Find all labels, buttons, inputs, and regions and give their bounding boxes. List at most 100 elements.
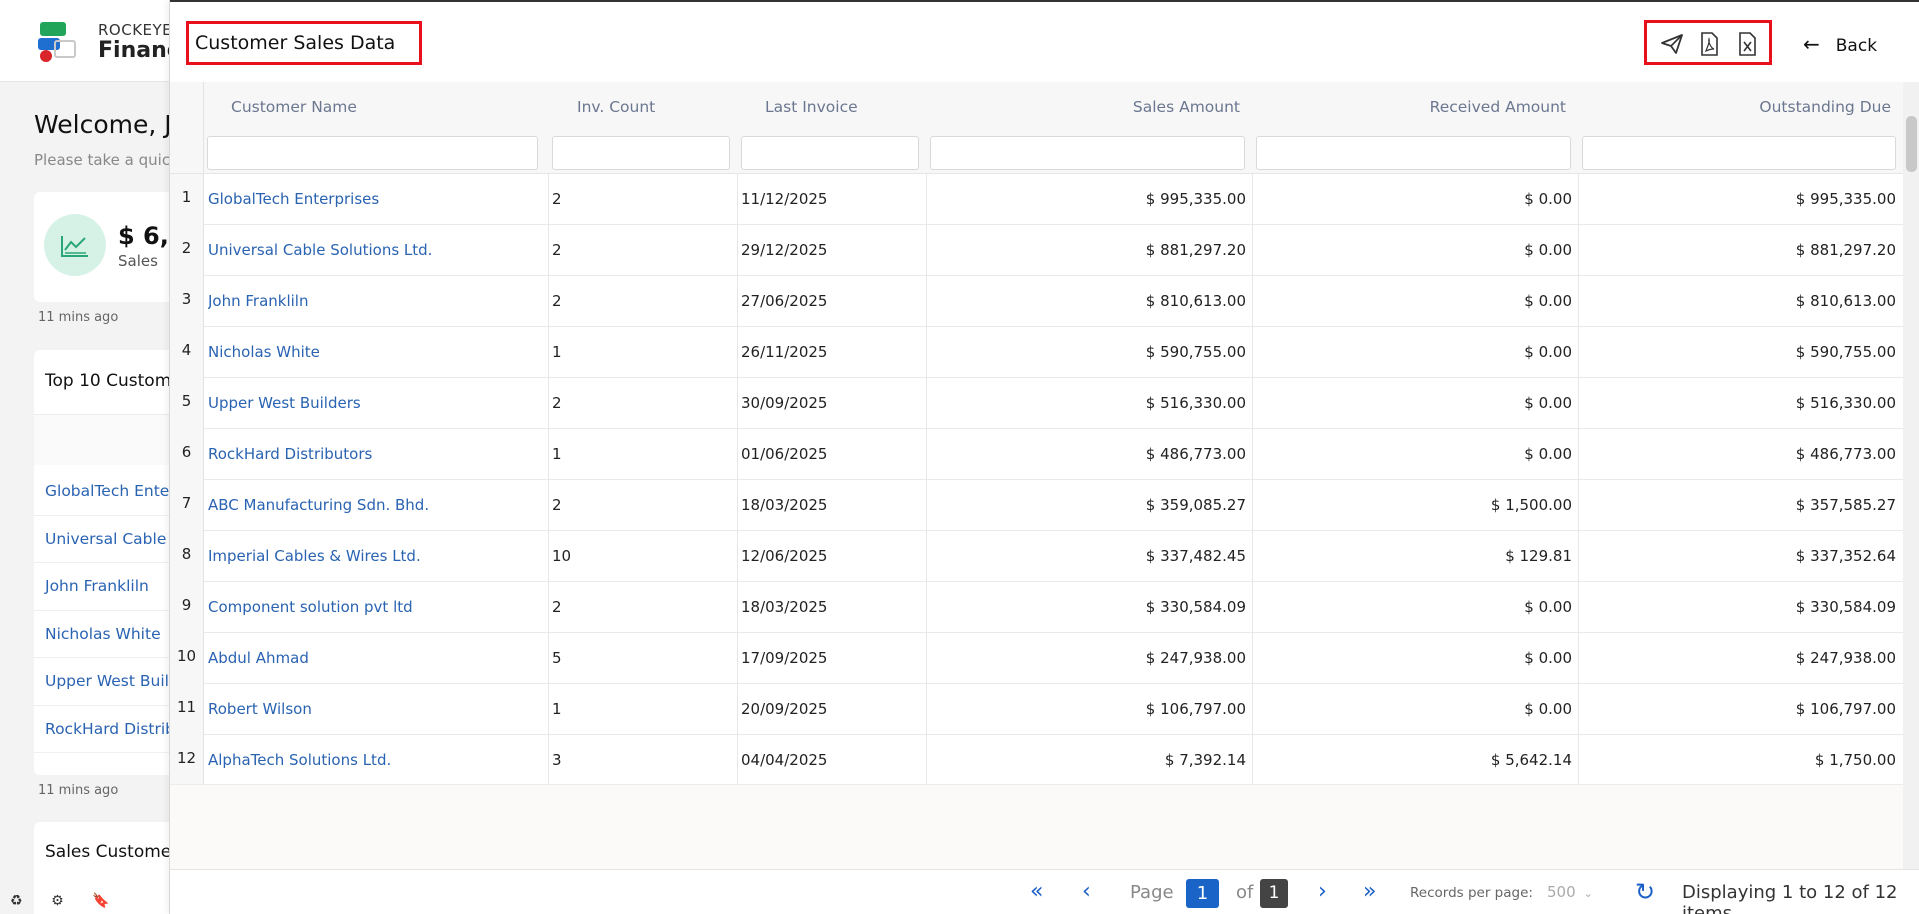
- table-row[interactable]: 9 Component solution pvt ltd 2 18/03/202…: [170, 582, 1903, 633]
- row-number: 10: [170, 633, 204, 684]
- last-invoice: 11/12/2025: [741, 190, 828, 208]
- sales-amount: $ 330,584.09: [1145, 598, 1246, 616]
- top-customer-item[interactable]: Upper West Build: [34, 658, 234, 706]
- customer-name-link[interactable]: John Frankliln: [208, 292, 309, 310]
- table-row[interactable]: 4 Nicholas White 1 26/11/2025 $ 590,755.…: [170, 327, 1903, 378]
- filter-sales-amount[interactable]: [930, 136, 1245, 170]
- top-customer-item[interactable]: Nicholas White: [34, 611, 234, 658]
- updated-time: 11 mins ago: [38, 310, 119, 325]
- table-row[interactable]: 11 Robert Wilson 1 20/09/2025 $ 106,797.…: [170, 684, 1903, 735]
- customer-sales-panel: Customer Sales Data ← Back Customer Name: [169, 0, 1919, 914]
- customer-name-link[interactable]: Nicholas White: [208, 343, 320, 361]
- recycle-icon[interactable]: ♻: [10, 893, 23, 909]
- received-amount: $ 0.00: [1524, 394, 1572, 412]
- sales-amount: $ 486,773.00: [1145, 445, 1246, 463]
- table-row[interactable]: 3 John Frankliln 2 27/06/2025 $ 810,613.…: [170, 276, 1903, 327]
- customer-name-link[interactable]: Robert Wilson: [208, 700, 312, 718]
- outstanding-due: $ 106,797.00: [1795, 700, 1896, 718]
- customer-name-link[interactable]: Abdul Ahmad: [208, 649, 309, 667]
- table-header: Customer Name Inv. Count Last Invoice Sa…: [170, 82, 1903, 174]
- back-label: Back: [1835, 36, 1878, 56]
- current-page-input[interactable]: 1: [1186, 879, 1219, 908]
- outstanding-due: $ 881,297.20: [1795, 241, 1896, 259]
- top-customer-item[interactable]: RockHard Distribu: [34, 706, 234, 753]
- customer-name-link[interactable]: RockHard Distributors: [208, 445, 373, 463]
- col-received-amount[interactable]: Received Amount: [1252, 82, 1578, 174]
- col-outstanding-due[interactable]: Outstanding Due: [1578, 82, 1903, 174]
- customer-name-link[interactable]: AlphaTech Solutions Ltd.: [208, 751, 392, 769]
- arrow-left-icon: ←: [1803, 32, 1820, 56]
- back-button[interactable]: ← Back: [1803, 30, 1877, 58]
- row-number: 7: [170, 480, 204, 531]
- table-row[interactable]: 2 Universal Cable Solutions Ltd. 2 29/12…: [170, 225, 1903, 276]
- first-page-icon[interactable]: «: [1030, 879, 1044, 904]
- received-amount: $ 0.00: [1524, 292, 1572, 310]
- sales-amount: $ 247,938.00: [1145, 649, 1246, 667]
- inv-count: 1: [552, 343, 562, 361]
- table-row[interactable]: 1 GlobalTech Enterprises 2 11/12/2025 $ …: [170, 174, 1903, 225]
- table-row[interactable]: 5 Upper West Builders 2 30/09/2025 $ 516…: [170, 378, 1903, 429]
- pdf-icon[interactable]: [1696, 31, 1722, 57]
- received-amount: $ 0.00: [1524, 598, 1572, 616]
- col-customer-name-title: Customer Name: [231, 98, 357, 116]
- welcome-subtitle: Please take a quick: [34, 151, 179, 169]
- col-customer-name[interactable]: Customer Name: [204, 82, 548, 174]
- send-icon[interactable]: [1659, 31, 1685, 57]
- row-number: 5: [170, 378, 204, 429]
- records-per-page-label: Records per page:: [1410, 885, 1533, 901]
- received-amount: $ 0.00: [1524, 190, 1572, 208]
- outstanding-due: $ 590,755.00: [1795, 343, 1896, 361]
- filter-outstanding-due[interactable]: [1582, 136, 1896, 170]
- last-page-icon[interactable]: »: [1363, 879, 1377, 904]
- column-divider: [548, 174, 549, 786]
- inv-count: 2: [552, 292, 562, 310]
- settings-icon[interactable]: ⚙: [51, 893, 64, 909]
- outstanding-due: $ 357,585.27: [1795, 496, 1896, 514]
- col-inv-count[interactable]: Inv. Count: [548, 82, 737, 174]
- filter-received-amount[interactable]: [1256, 136, 1571, 170]
- top-customer-item[interactable]: Universal Cable S: [34, 516, 234, 563]
- table-row[interactable]: 12 AlphaTech Solutions Ltd. 3 04/04/2025…: [170, 735, 1903, 786]
- table-row[interactable]: 6 RockHard Distributors 1 01/06/2025 $ 4…: [170, 429, 1903, 480]
- table-row[interactable]: 8 Imperial Cables & Wires Ltd. 10 12/06/…: [170, 531, 1903, 582]
- col-sales-amount[interactable]: Sales Amount: [926, 82, 1252, 174]
- excel-icon[interactable]: [1734, 31, 1760, 57]
- bookmark-icon[interactable]: 🔖: [92, 893, 110, 909]
- received-amount: $ 0.00: [1524, 649, 1572, 667]
- table-row[interactable]: 10 Abdul Ahmad 5 17/09/2025 $ 247,938.00…: [170, 633, 1903, 684]
- row-number: 2: [170, 225, 204, 276]
- sales-amount: $ 881,297.20: [1145, 241, 1246, 259]
- company-logo: [38, 20, 78, 62]
- filter-customer-name[interactable]: [207, 136, 538, 170]
- last-invoice: 12/06/2025: [741, 547, 828, 565]
- customer-name-link[interactable]: Imperial Cables & Wires Ltd.: [208, 547, 421, 565]
- customer-name-link[interactable]: Universal Cable Solutions Ltd.: [208, 241, 433, 259]
- received-amount: $ 5,642.14: [1490, 751, 1572, 769]
- inv-count: 2: [552, 241, 562, 259]
- outstanding-due: $ 486,773.00: [1795, 445, 1896, 463]
- filter-inv-count[interactable]: [552, 136, 730, 170]
- vertical-scrollbar[interactable]: [1903, 82, 1919, 869]
- refresh-icon[interactable]: ↻: [1635, 878, 1656, 906]
- table-row[interactable]: 7 ABC Manufacturing Sdn. Bhd. 2 18/03/20…: [170, 480, 1903, 531]
- customer-name-link[interactable]: Upper West Builders: [208, 394, 361, 412]
- scrollbar-thumb[interactable]: [1906, 116, 1917, 172]
- updated-time: 11 mins ago: [38, 783, 119, 798]
- sales-amount: $ 995,335.00: [1145, 190, 1246, 208]
- col-received-amount-title: Received Amount: [1429, 98, 1566, 116]
- next-page-icon[interactable]: ›: [1318, 879, 1327, 904]
- row-number: 4: [170, 327, 204, 378]
- prev-page-icon[interactable]: ‹: [1082, 879, 1091, 904]
- outstanding-due: $ 1,750.00: [1814, 751, 1896, 769]
- customer-name-link[interactable]: ABC Manufacturing Sdn. Bhd.: [208, 496, 430, 514]
- customer-name-link[interactable]: Component solution pvt ltd: [208, 598, 413, 616]
- col-inv-count-title: Inv. Count: [577, 98, 656, 116]
- received-amount: $ 0.00: [1524, 241, 1572, 259]
- column-divider: [926, 174, 927, 786]
- top-customer-item[interactable]: GlobalTech Enter: [34, 468, 234, 516]
- records-per-page-select[interactable]: 500 ⌄: [1547, 883, 1593, 901]
- col-last-invoice[interactable]: Last Invoice: [737, 82, 926, 174]
- filter-last-invoice[interactable]: [741, 136, 919, 170]
- top-customer-item[interactable]: John Frankliln: [34, 563, 234, 611]
- customer-name-link[interactable]: GlobalTech Enterprises: [208, 190, 380, 208]
